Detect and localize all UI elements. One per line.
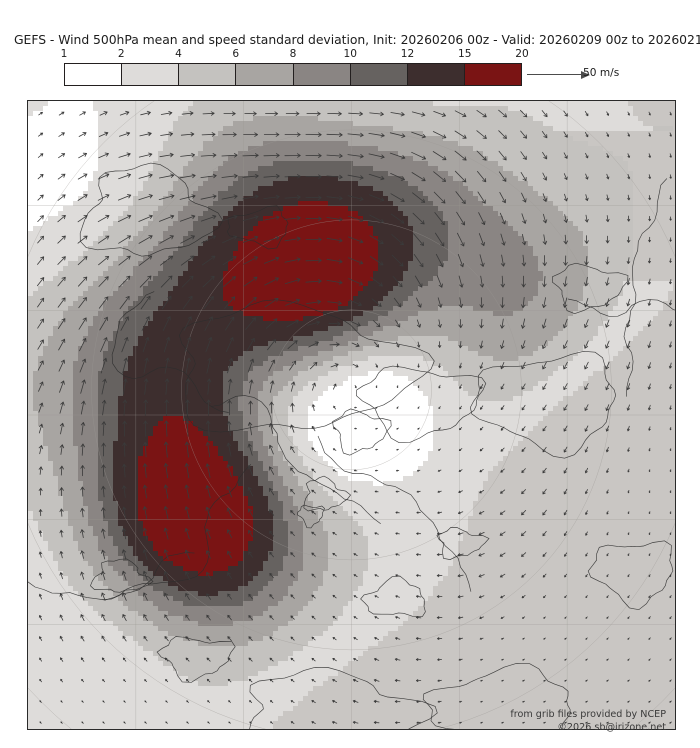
colorbar-tick-10: 10 (343, 48, 357, 60)
colorbar-tick-2: 2 (117, 48, 125, 60)
colorbar-tick-labels: 1 2 4 6 8 10 12 15 20 (60, 48, 529, 62)
colorbar-tick-15: 15 (458, 48, 472, 60)
wind-reference-barb: 50 m/s (527, 63, 677, 86)
colorbar-swatch-6 (407, 64, 465, 85)
colorbar-tick-4: 4 (175, 48, 182, 60)
wind-reference-shaft (527, 74, 589, 75)
page-title: GEFS - Wind 500hPa mean and speed standa… (14, 32, 700, 47)
colorbar-swatch-5 (350, 64, 408, 85)
wind-map-canvas (28, 101, 675, 729)
colorbar-swatch-1 (122, 64, 180, 85)
colorbar-swatch-7 (464, 64, 521, 85)
colorbar-swatch-0 (65, 64, 123, 85)
colorbar-tick-1: 1 (60, 48, 68, 60)
colorbar-swatches (64, 63, 522, 86)
colorbar-tick-20: 20 (515, 48, 529, 60)
coastlines (28, 162, 675, 729)
colorbar-tick-6: 6 (232, 48, 240, 60)
wind-reference-arrowhead (581, 70, 590, 79)
colorbar: 1 2 4 6 8 10 12 15 20 (61, 48, 529, 86)
wind-reference-label: 50 m/s (583, 67, 620, 79)
colorbar-swatch-4 (293, 64, 351, 85)
graticule (28, 101, 675, 729)
wind-vector-field (37, 109, 672, 724)
colorbar-tick-8: 8 (289, 48, 297, 60)
colorbar-swatch-2 (179, 64, 237, 85)
colorbar-tick-12: 12 (400, 48, 415, 60)
map-panel[interactable] (27, 100, 676, 730)
colorbar-swatch-3 (236, 64, 294, 85)
